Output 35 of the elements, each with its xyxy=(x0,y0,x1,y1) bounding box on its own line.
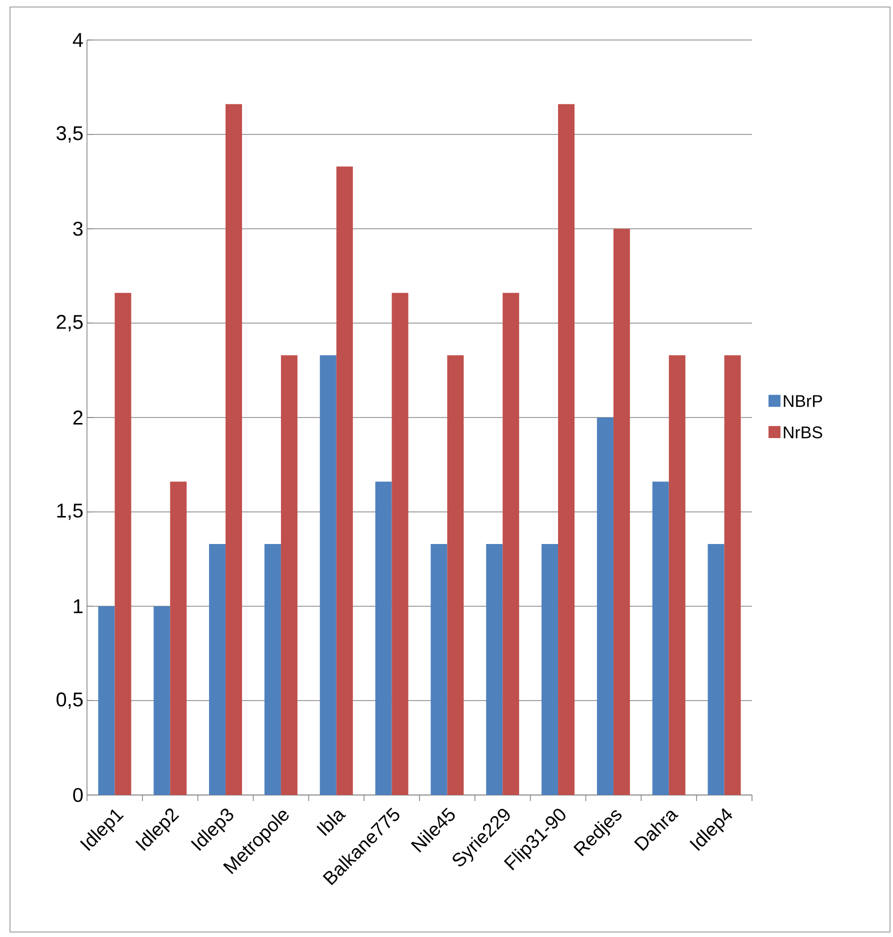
bar xyxy=(170,482,187,795)
bar xyxy=(668,355,686,795)
bar xyxy=(447,355,464,795)
legend-label: NBrP xyxy=(784,395,822,407)
y-tick-label: 4 xyxy=(72,33,83,47)
bar xyxy=(708,544,724,795)
y-tick-label: 1,5 xyxy=(57,504,83,520)
bar xyxy=(154,606,170,795)
bar xyxy=(264,544,281,795)
bar xyxy=(652,482,669,795)
bar xyxy=(375,482,392,795)
bar xyxy=(558,104,575,795)
bar xyxy=(724,355,741,795)
bar xyxy=(486,544,503,795)
bar xyxy=(542,544,558,795)
bar xyxy=(430,544,448,795)
bar xyxy=(502,292,520,795)
bar xyxy=(613,228,630,795)
bar xyxy=(280,355,298,795)
bar xyxy=(320,355,336,795)
bar xyxy=(209,544,226,795)
bar xyxy=(226,104,242,795)
y-tick-label: 0,5 xyxy=(56,692,83,709)
bar xyxy=(596,417,614,795)
bar xyxy=(392,292,408,795)
y-tick-label: 3 xyxy=(73,222,83,236)
y-tick-label: 0 xyxy=(73,788,83,802)
bar xyxy=(336,166,353,795)
bar xyxy=(98,606,115,795)
y-tick-label: 1 xyxy=(74,599,83,614)
y-tick-label: 2,5 xyxy=(56,314,83,332)
y-tick-label: 2 xyxy=(73,410,82,424)
bar xyxy=(114,292,132,795)
legend-label: NrBS xyxy=(784,426,822,438)
y-tick-label: 3,5 xyxy=(56,126,83,143)
